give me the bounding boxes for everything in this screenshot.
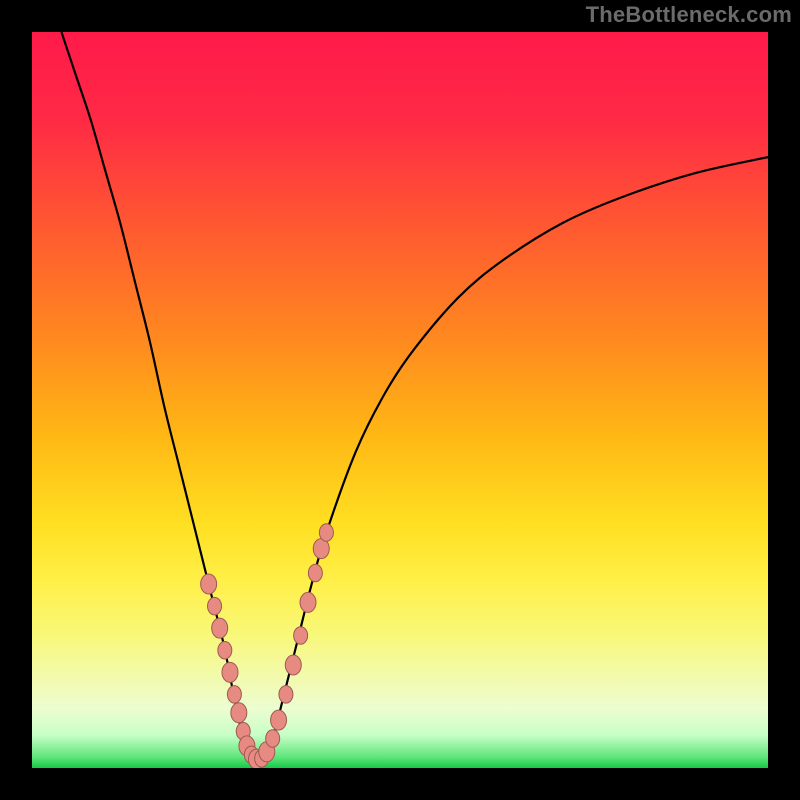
bead-marker	[319, 524, 333, 542]
bead-marker	[218, 641, 232, 659]
bead-marker	[300, 592, 316, 612]
bead-marker	[227, 686, 241, 704]
bead-marker	[271, 710, 287, 730]
bead-marker	[285, 655, 301, 675]
bead-marker	[279, 686, 293, 704]
watermark-text: TheBottleneck.com	[586, 2, 792, 28]
chart-canvas: TheBottleneck.com	[0, 0, 800, 800]
bead-marker	[308, 564, 322, 582]
bead-marker	[231, 703, 247, 723]
bead-marker	[266, 730, 280, 748]
bead-marker	[212, 618, 228, 638]
bead-marker	[201, 574, 217, 594]
bead-marker	[208, 597, 222, 615]
plot-background	[32, 32, 768, 768]
chart-svg	[0, 0, 800, 800]
bead-marker	[294, 627, 308, 645]
bead-marker	[222, 662, 238, 682]
